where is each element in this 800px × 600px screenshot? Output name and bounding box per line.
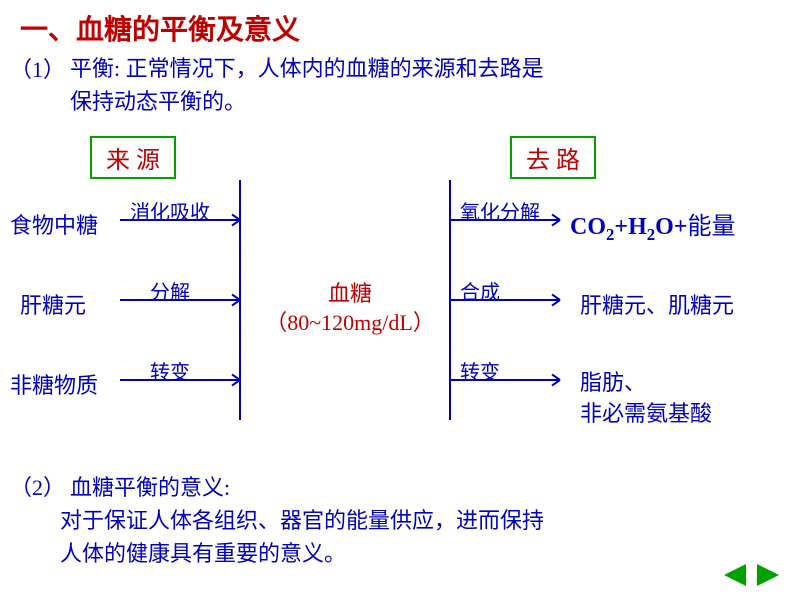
section1-line1: 正常情况下，人体内的血糖的来源和去路是 [126,56,544,81]
section2-label: 血糖平衡的意义: [70,470,230,502]
section2-line1: 对于保证人体各组织、器官的能量供应，进而保持 [60,508,544,533]
next-icon[interactable] [754,564,782,586]
section2-number: （2） [10,470,65,502]
section2-body: 对于保证人体各组织、器官的能量供应，进而保持 人体的健康具有重要的意义。 [60,504,544,570]
section1-text: 平衡: 正常情况下，人体内的血糖的来源和去路是 保持动态平衡的。 [70,52,544,118]
nav-controls [721,564,783,592]
page-title: 一、血糖的平衡及意义 [20,8,300,48]
section2-line2: 人体的健康具有重要的意义。 [60,541,346,566]
section1-label: 平衡: [70,56,120,81]
flow-diagram [0,170,800,450]
section1-line2: 保持动态平衡的。 [70,89,246,114]
section1-number: （1） [10,52,65,84]
prev-icon[interactable] [721,564,749,586]
